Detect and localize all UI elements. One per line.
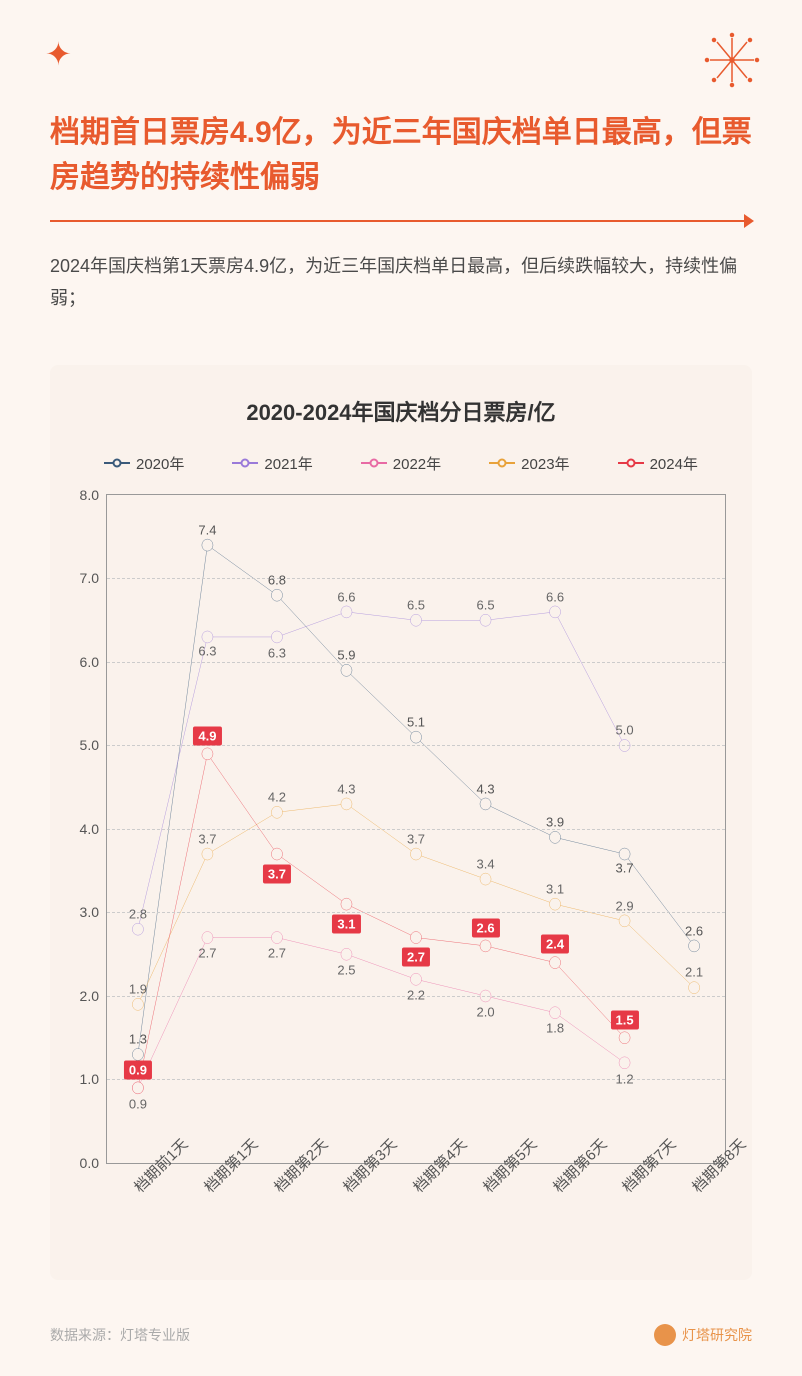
- data-label: 0.9: [129, 1096, 147, 1111]
- y-tick: 6.0: [80, 654, 107, 670]
- data-label: 1.8: [546, 1021, 564, 1036]
- data-label: 0.9: [124, 1060, 152, 1079]
- data-label: 5.1: [407, 714, 425, 729]
- data-label: 4.9: [193, 726, 221, 745]
- data-label: 6.3: [268, 645, 286, 660]
- gridline: [107, 578, 725, 579]
- data-label: 3.1: [546, 881, 564, 896]
- data-label: 5.9: [337, 648, 355, 663]
- legend-label: 2024年: [650, 453, 698, 474]
- gridline: [107, 829, 725, 830]
- brand: 灯塔研究院: [654, 1324, 752, 1346]
- data-label: 3.7: [263, 864, 291, 883]
- legend-item: 2023年: [489, 453, 569, 474]
- burst-decoration: [702, 30, 762, 90]
- data-label: 2.0: [476, 1004, 494, 1019]
- data-label: 3.1: [332, 914, 360, 933]
- legend-label: 2022年: [393, 453, 441, 474]
- y-tick: 0.0: [80, 1155, 107, 1171]
- data-label: 1.5: [611, 1010, 639, 1029]
- y-tick: 8.0: [80, 487, 107, 503]
- chart-title: 2020-2024年国庆档分日票房/亿: [70, 395, 732, 427]
- y-tick: 4.0: [80, 821, 107, 837]
- y-tick: 5.0: [80, 737, 107, 753]
- data-label: 2.1: [685, 965, 703, 980]
- data-label: 3.4: [476, 856, 494, 871]
- footer: 数据来源：灯塔专业版 灯塔研究院: [50, 1324, 752, 1346]
- data-label: 2.6: [685, 923, 703, 938]
- data-label: 2.7: [402, 948, 430, 967]
- data-label: 3.9: [546, 815, 564, 830]
- data-label: 2.7: [198, 946, 216, 961]
- data-label: 3.7: [407, 831, 425, 846]
- data-label: 6.6: [546, 589, 564, 604]
- page-title: 档期首日票房4.9亿，为近三年国庆档单日最高，但票房趋势的持续性偏弱: [50, 110, 752, 200]
- data-label: 2.2: [407, 988, 425, 1003]
- data-label: 4.3: [476, 781, 494, 796]
- data-label: 3.7: [616, 860, 634, 875]
- data-label: 6.3: [198, 643, 216, 658]
- legend-item: 2024年: [618, 453, 698, 474]
- page-subtitle: 2024年国庆档第1天票房4.9亿，为近三年国庆档单日最高，但后续跌幅较大，持续…: [50, 250, 752, 315]
- brand-name: 灯塔研究院: [682, 1325, 752, 1345]
- y-tick: 2.0: [80, 988, 107, 1004]
- legend-label: 2021年: [264, 453, 312, 474]
- legend-label: 2023年: [521, 453, 569, 474]
- y-tick: 3.0: [80, 904, 107, 920]
- star-decoration: ✦: [45, 35, 72, 73]
- x-axis-labels: 档期前1天档期第1天档期第2天档期第3天档期第4天档期第5天档期第6天档期第7天…: [106, 1170, 726, 1260]
- y-tick: 1.0: [80, 1071, 107, 1087]
- data-label: 2.8: [129, 906, 147, 921]
- data-label: 2.5: [337, 963, 355, 978]
- data-label: 6.8: [268, 572, 286, 587]
- data-label: 6.6: [337, 589, 355, 604]
- data-label: 6.5: [476, 598, 494, 613]
- data-label: 2.4: [541, 935, 569, 954]
- y-tick: 7.0: [80, 570, 107, 586]
- legend-label: 2020年: [136, 453, 184, 474]
- legend-item: 2020年: [104, 453, 184, 474]
- source-text: 数据来源：灯塔专业版: [50, 1325, 190, 1345]
- gridline: [107, 745, 725, 746]
- data-label: 3.7: [198, 831, 216, 846]
- legend: 2020年 2021年 2022年 2023年 2024年: [70, 453, 732, 494]
- data-label: 4.2: [268, 790, 286, 805]
- data-label: 4.3: [337, 781, 355, 796]
- data-label: 1.2: [616, 1071, 634, 1086]
- legend-item: 2022年: [361, 453, 441, 474]
- data-label: 1.3: [129, 1032, 147, 1047]
- data-label: 7.4: [198, 522, 216, 537]
- data-label: 5.0: [616, 723, 634, 738]
- plot-area: 0.01.02.03.04.05.06.07.08.01.37.46.85.95…: [106, 494, 726, 1164]
- gridline: [107, 662, 725, 663]
- data-label: 1.9: [129, 982, 147, 997]
- data-label: 2.9: [616, 898, 634, 913]
- data-label: 6.5: [407, 598, 425, 613]
- divider: [50, 220, 752, 222]
- data-label: 2.7: [268, 946, 286, 961]
- chart-card: 2020-2024年国庆档分日票房/亿 2020年 2021年 2022年 20…: [50, 365, 752, 1280]
- data-label: 2.6: [471, 918, 499, 937]
- legend-item: 2021年: [232, 453, 312, 474]
- brand-icon: [654, 1324, 676, 1346]
